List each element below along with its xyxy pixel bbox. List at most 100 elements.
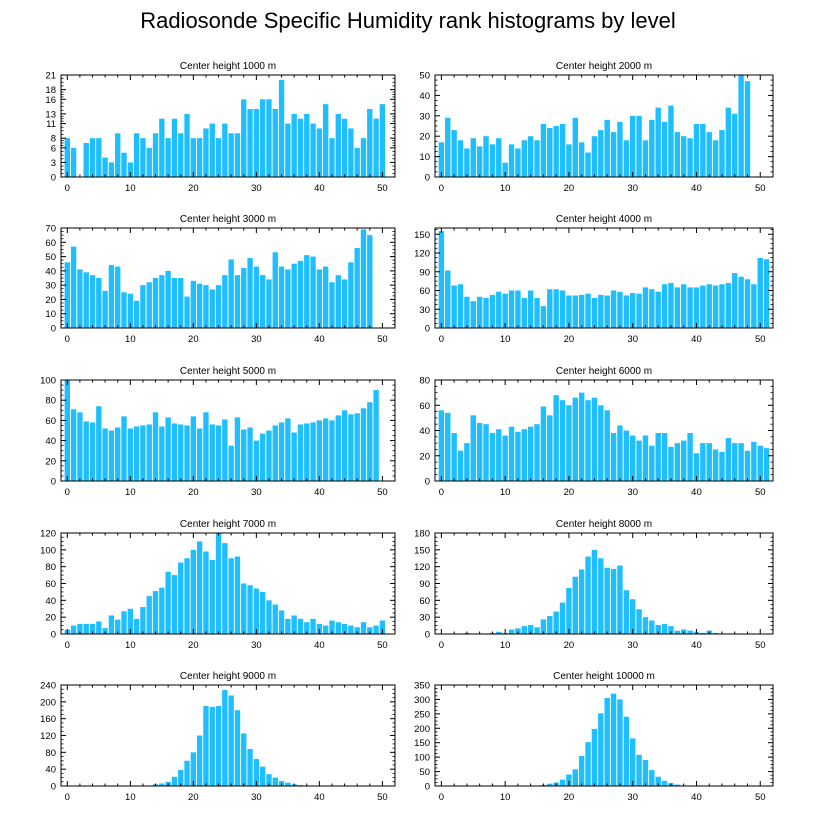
bar — [348, 414, 354, 481]
bar — [127, 608, 133, 634]
bar — [64, 380, 70, 481]
bar — [623, 295, 630, 328]
bar — [451, 130, 457, 177]
bar — [706, 443, 712, 482]
bar — [527, 290, 534, 328]
bar — [373, 390, 379, 481]
bar — [115, 427, 121, 481]
bar — [171, 776, 178, 786]
bar — [649, 119, 655, 177]
bar — [184, 425, 190, 481]
bar — [247, 258, 253, 328]
bar — [253, 759, 260, 786]
bar — [661, 284, 668, 328]
bar — [598, 130, 604, 177]
y-tick-label: 0 — [51, 173, 56, 184]
bar — [196, 283, 203, 328]
bar — [521, 298, 527, 328]
bar — [604, 697, 610, 786]
y-tick-label: 180 — [414, 529, 430, 540]
bar — [304, 255, 310, 328]
y-tick-label: 0 — [425, 782, 430, 793]
y-tick-label: 20 — [419, 451, 430, 462]
x-tick-label: 50 — [755, 792, 766, 803]
bar — [152, 278, 159, 328]
bar — [89, 422, 96, 481]
bar — [323, 266, 329, 328]
x-tick-label: 10 — [125, 183, 136, 194]
bar — [234, 275, 241, 328]
bar — [438, 410, 445, 481]
y-tick-label: 60 — [45, 579, 56, 590]
bar — [310, 256, 316, 328]
chart-panel-3: Center height 3000 m 0 10 20 30 40 50 0 10 20 30 40… — [45, 214, 396, 345]
y-tick-label: 100 — [414, 753, 430, 764]
y-tick-label: 150 — [414, 545, 430, 556]
y-tick-label: 18 — [45, 85, 56, 96]
bar — [578, 142, 585, 177]
bar — [598, 713, 604, 786]
bar — [278, 780, 285, 786]
bar — [636, 754, 642, 786]
bar — [316, 623, 323, 634]
x-tick-label: 30 — [251, 334, 262, 345]
y-tick-label: 40 — [45, 765, 56, 776]
y-tick-label: 40 — [419, 91, 430, 102]
bar — [171, 423, 178, 481]
chart-title: Center height 1000 m — [180, 61, 276, 72]
bar — [304, 113, 310, 177]
bar — [159, 426, 165, 481]
x-tick-label: 0 — [65, 487, 70, 498]
bar — [578, 755, 585, 786]
bar — [297, 260, 304, 328]
bar — [642, 287, 649, 329]
bar — [751, 441, 757, 481]
bar — [489, 294, 496, 329]
bar — [674, 287, 681, 329]
y-tick-label: 150 — [414, 230, 430, 241]
bar — [451, 285, 457, 328]
bar — [152, 133, 159, 177]
x-tick-label: 0 — [439, 183, 444, 194]
x-tick-label: 10 — [125, 334, 136, 345]
chart-title: Center height 10000 m — [553, 671, 655, 682]
bar — [115, 133, 121, 177]
bar — [700, 285, 706, 328]
bar — [184, 296, 190, 328]
bar — [674, 784, 681, 786]
bar — [445, 412, 451, 481]
bar — [146, 596, 152, 635]
y-tick-label: 60 — [419, 401, 430, 412]
bar — [379, 620, 386, 634]
bar — [203, 285, 209, 328]
bar — [133, 133, 140, 177]
plot-frame — [434, 532, 774, 635]
chart-panel-7: Center height 7000 m 0 10 20 30 40 50 0 20 40 60 80… — [40, 519, 396, 651]
bar — [291, 263, 297, 328]
bar — [476, 422, 483, 481]
bar — [559, 602, 566, 634]
bar — [617, 291, 623, 328]
bar — [234, 133, 241, 177]
bar — [572, 295, 579, 328]
bar — [133, 618, 140, 634]
bar — [196, 428, 203, 481]
bar — [521, 626, 527, 634]
bar — [476, 296, 483, 328]
bar — [515, 290, 521, 328]
bar — [115, 266, 121, 328]
y-tick-label: 40 — [45, 436, 56, 447]
chart-panel-4: Center height 4000 m 0 10 20 30 40 50 0 30 60 90 12… — [414, 214, 774, 345]
bar — [316, 128, 323, 177]
bar — [335, 275, 341, 328]
bar — [222, 690, 228, 786]
bar — [146, 282, 152, 328]
bar — [629, 115, 636, 177]
bar — [598, 558, 604, 634]
y-tick-label: 80 — [419, 376, 430, 387]
bar — [706, 284, 712, 328]
bar — [732, 443, 738, 482]
page-title: Radiosonde Specific Humidity rank histog… — [140, 8, 676, 33]
bar — [241, 429, 247, 481]
bar — [591, 397, 598, 481]
